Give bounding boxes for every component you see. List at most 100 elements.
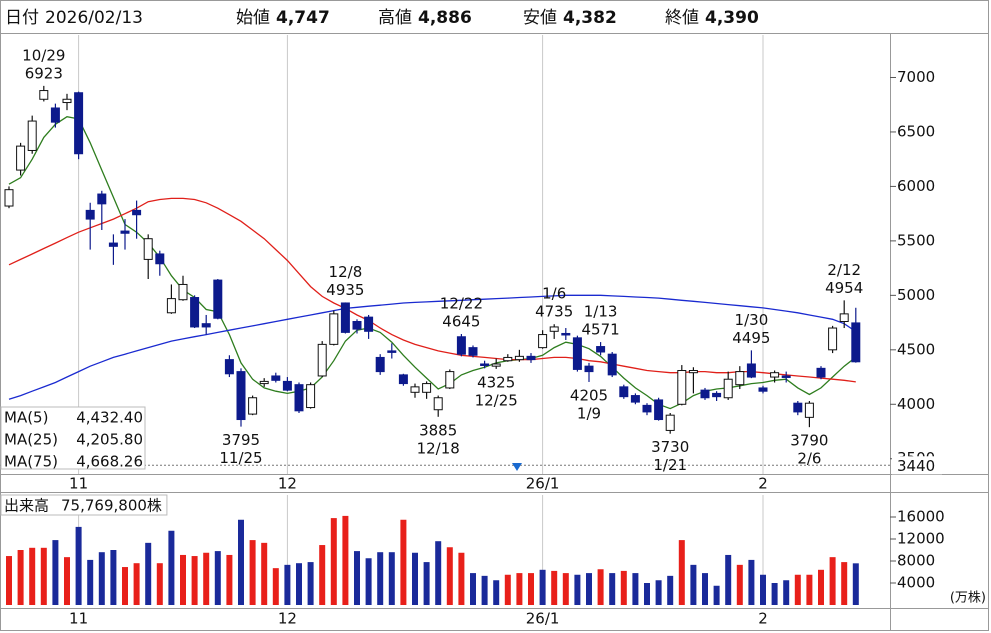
candle-body [746,363,756,378]
candle-body [781,375,791,378]
legend-value: 4,668.26 [76,453,143,471]
volume-bar [98,552,105,605]
candle-body [375,356,385,373]
volume-bar [713,585,720,605]
annotation-value: 4495 [732,329,770,347]
candle-body [503,356,513,362]
candle-body [642,404,652,413]
x-tick-label: 26/1 [526,610,560,628]
annotation-date: 2/12 [827,261,861,279]
candle-body [839,313,849,322]
candle-body [16,145,26,171]
legend-name: MA(75) [4,453,58,471]
annotation-value: 4571 [582,321,620,339]
annotation-value: 4735 [535,303,573,321]
volume-bar [771,583,778,605]
candle-body [804,402,814,418]
volume-bar [736,564,743,605]
candle-body [816,367,826,378]
x-tick-label: 2 [758,475,768,493]
volume-bar [597,569,604,605]
candle-body [456,336,466,355]
candle-body [27,120,37,151]
candle-body [364,316,374,332]
header-date: 2026/02/13 [45,8,143,28]
volume-bar [783,580,790,605]
volume-bar [678,540,685,605]
header-field-value: 4,747 [276,8,330,28]
annotation-date: 10/29 [22,46,65,64]
volume-bar [446,547,453,605]
candle-body [62,98,72,104]
annotation-value: 3795 [222,431,260,449]
candle-body [97,193,107,205]
x-tick-label: 11 [69,475,88,493]
candle-body [282,380,292,391]
y-tick-label: 5000 [897,286,935,304]
volume-bar [226,554,233,605]
candle-body [120,230,130,234]
candle-body [793,402,803,413]
candle-body [607,353,617,376]
volume-bar [852,563,859,605]
annotation-date: 12/8 [329,263,363,281]
header-field-name: 終値 [665,8,699,28]
x-tick-label: 12 [278,475,297,493]
volume-bar [829,557,836,605]
volume-bar [794,574,801,605]
volume-bar [412,552,418,605]
candle-body [572,337,582,370]
volume-bar [435,541,442,605]
volume-bar [528,573,534,605]
volume-bar [481,575,488,605]
legend-value: 4,205.80 [76,431,143,449]
volume-bar [110,550,117,605]
reference-label-bg [892,456,942,475]
volume-bar [330,518,337,605]
volume-bar [319,545,326,605]
volume-bar [574,574,581,605]
volume-bar [388,552,395,605]
annotation-date: 1/6 [542,285,566,303]
annotation-value: 3790 [790,432,828,450]
plot-layer [4,85,861,605]
volume-bar [284,564,291,605]
volume-bar [203,552,210,605]
candle-body [387,350,397,353]
candle-body [619,386,629,398]
volume-bar [609,573,616,605]
volume-bar [133,563,140,605]
candle-body [433,397,443,411]
volume-bar [29,547,36,605]
volume-title: 出来高 [4,497,49,515]
legend-value: 4,432.40 [76,409,143,427]
candle-body [584,365,594,373]
candle-body [352,320,362,330]
header-field-name: 安値 [523,8,557,28]
annotation-value: 3730 [651,438,689,456]
volume-bar [470,573,476,605]
volume-bar [620,570,627,605]
candle-body [201,323,211,328]
header-field-name: 始値 [236,8,270,28]
ma-line [8,294,857,400]
annotation-value: 4645 [442,313,480,331]
y-tick-label: 4500 [897,340,935,358]
annotation-value: 6923 [25,64,63,82]
volume-bar [249,540,256,605]
candle-body [700,389,710,399]
legend-name: MA(5) [4,409,48,427]
volume-bar [180,554,186,605]
y-tick-label: 12000 [897,530,945,548]
candle-body [317,343,327,377]
volume-bar [400,519,407,605]
candle-body [514,355,524,361]
annotation-date: 12/18 [417,439,460,457]
annotation-date: 1/21 [653,456,687,474]
volume-bar [539,569,546,605]
volume-bar [17,550,24,605]
candle-body [677,370,687,405]
candle-body [213,279,223,319]
